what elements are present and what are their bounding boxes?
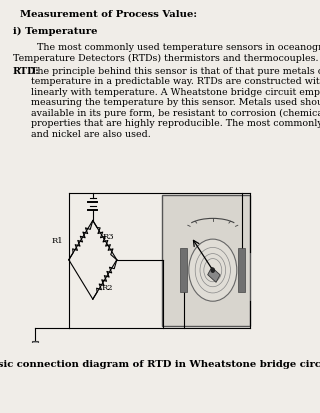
- Bar: [208, 268, 220, 282]
- Text: Basic connection diagram of RTD in Wheatstone bridge circuit: Basic connection diagram of RTD in Wheat…: [0, 359, 320, 368]
- Circle shape: [189, 240, 237, 301]
- Text: The most commonly used temperature sensors in oceanography are the Resistance
Te: The most commonly used temperature senso…: [13, 43, 320, 63]
- Text: Measurement of Process Value:: Measurement of Process Value:: [13, 10, 197, 19]
- Text: The principle behind this sensor is that of that pure metals change their resist: The principle behind this sensor is that…: [31, 67, 320, 138]
- Bar: [32, 342, 38, 360]
- Bar: [180, 249, 187, 292]
- Text: RTD:: RTD:: [13, 67, 40, 76]
- Circle shape: [211, 268, 214, 273]
- Bar: [162, 195, 250, 326]
- Text: R1: R1: [52, 237, 63, 244]
- Text: R2: R2: [101, 283, 113, 291]
- Bar: [33, 359, 37, 363]
- Text: R3: R3: [103, 233, 115, 240]
- Bar: [238, 249, 245, 292]
- Text: i) Temperature: i) Temperature: [13, 27, 97, 36]
